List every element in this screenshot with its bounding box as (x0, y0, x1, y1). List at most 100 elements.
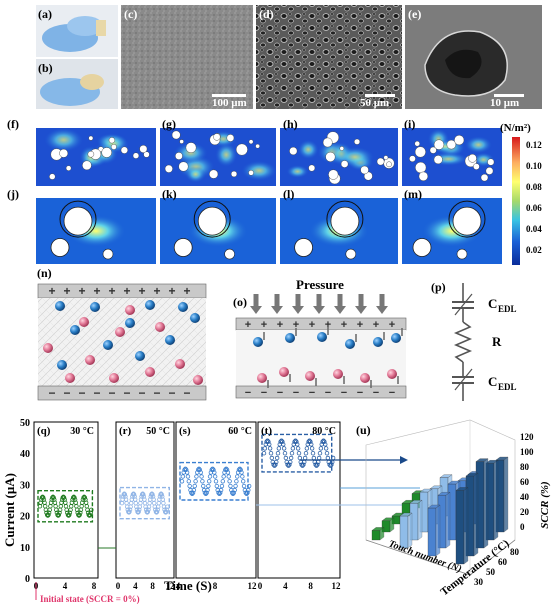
stress-map (36, 128, 156, 186)
anion (125, 318, 135, 328)
colorbar-tick: 0.12 (526, 140, 542, 150)
anion (145, 300, 155, 310)
colorbar-tick: 0.06 (526, 203, 542, 213)
bar3d-z-tick: 60 (520, 477, 530, 487)
panel-label-j: (j) (7, 187, 19, 201)
anion (57, 360, 67, 370)
stress-map-zoom (402, 198, 502, 264)
plus-charge: + (123, 284, 130, 298)
plus-charge: + (341, 319, 347, 331)
x-tick: 4 (176, 581, 181, 591)
panel-label-l: (l) (283, 187, 294, 201)
minus-charge: − (325, 387, 331, 399)
cation (305, 371, 315, 381)
x-tick: 0 (258, 581, 263, 591)
sem-c: 100 μm (c) (121, 5, 253, 109)
bar3d-z-tick: 100 (520, 447, 534, 457)
bar3d-bar (371, 530, 381, 541)
cation (257, 373, 267, 383)
temperature-label: 60 °C (228, 426, 252, 437)
colorbar-tick: 0.10 (526, 161, 542, 171)
photo-b: (b) (36, 59, 118, 109)
panel-label: (q) (37, 425, 51, 437)
panel-label-b: (b) (38, 61, 53, 75)
minus-charge: − (277, 387, 283, 399)
current-plot-t: (t) 80 °C 0 4 8 12 (257, 421, 341, 591)
cation (333, 369, 343, 379)
colorbar-tick: 0.02 (526, 245, 542, 255)
cation (115, 327, 125, 337)
bar3d-z-tick: 20 (520, 507, 530, 517)
anion (55, 301, 65, 311)
minus-charge: − (48, 386, 55, 400)
bar3d-z-tick: 80 (520, 462, 530, 472)
x-tick: 4 (133, 581, 138, 591)
bar3d-z-label: SCCR (%) (539, 481, 551, 528)
cation (145, 367, 155, 377)
cation (125, 305, 135, 315)
minus-charge: − (293, 387, 299, 399)
bar3d-bars (371, 456, 509, 565)
x-axis-label: Time (S) (164, 578, 212, 593)
circuit-r: R (492, 334, 502, 349)
anion (317, 332, 327, 342)
y-tick: 10 (20, 543, 30, 554)
panel-label-e: (e) (408, 7, 421, 21)
anion (253, 337, 263, 347)
minus-charge: − (261, 387, 267, 399)
y-tick: 20 (20, 512, 30, 523)
stress-map (402, 128, 502, 186)
circuit-c2: C (488, 374, 497, 389)
panel-label: (r) (119, 425, 132, 437)
bar3d-z-tick: 40 (520, 492, 530, 502)
sem-e: 10 μm (e) (405, 5, 542, 109)
minus-charge: − (168, 386, 175, 400)
minus-charge: − (183, 386, 190, 400)
minus-charge: − (153, 386, 160, 400)
bar3d-x-tick: 30 (474, 577, 484, 587)
minus-charge: − (245, 387, 251, 399)
y-tick: 40 (20, 449, 30, 460)
panel-label: (t) (261, 425, 272, 437)
x-tick: 4 (283, 581, 288, 591)
panel-label-g: (g) (162, 117, 176, 131)
anion (373, 337, 383, 347)
stress-maps-row-2 (36, 198, 502, 264)
cation (43, 343, 53, 353)
minus-charge: − (123, 386, 130, 400)
plus-charge: + (153, 284, 160, 298)
y-tick: 30 (20, 480, 30, 491)
minus-charge: − (373, 387, 379, 399)
minus-charge: − (309, 387, 315, 399)
anion (178, 302, 188, 312)
bar3d-z-tick: 0 (520, 522, 525, 532)
cation (79, 317, 89, 327)
cation (85, 355, 95, 365)
cation (360, 373, 370, 383)
bar3d-z-ticks: 120 100 80 60 40 20 0 (520, 432, 534, 532)
x-tick: 0 (116, 581, 121, 591)
x-tick: 8 (308, 581, 313, 591)
stress-map (280, 128, 398, 186)
minus-charge: − (357, 387, 363, 399)
photo-a: (a) (36, 5, 118, 57)
anion (190, 313, 200, 323)
bar3d-bar (427, 507, 437, 557)
plus-charge: + (168, 284, 175, 298)
panel-label-f: (f) (7, 117, 19, 131)
panel-label-u: (u) (356, 423, 371, 437)
x-tick: 8 (213, 581, 218, 591)
panel-label-d: (d) (259, 7, 274, 21)
plus-charge: + (48, 284, 55, 298)
y-axis-ticks: 50 40 30 20 10 0 (20, 418, 30, 585)
x-tick: 12 (248, 581, 258, 591)
y-tick: 0 (25, 574, 30, 585)
anion (165, 335, 175, 345)
equivalent-circuit-p: (p) C EDL R C EDL (431, 280, 517, 401)
bar3d-x-tick: 60 (498, 557, 508, 567)
stress-map-zoom (36, 198, 156, 264)
panel-label-c: (c) (124, 7, 137, 21)
anion (70, 325, 80, 335)
